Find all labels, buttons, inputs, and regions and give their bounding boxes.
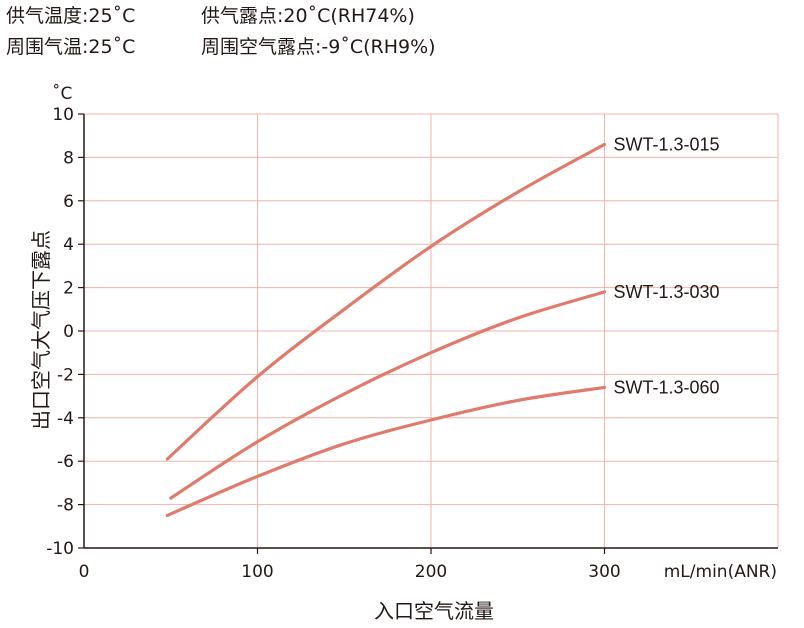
x-tick-label: 0 (79, 562, 90, 582)
y-tick-label: -8 (57, 496, 74, 516)
y-tick-label: 4 (63, 235, 74, 255)
y-tick-label: -10 (46, 539, 74, 559)
series-lines (165, 142, 607, 518)
grid-lines (84, 113, 779, 548)
y-tick-label: -6 (57, 452, 74, 472)
conditions-row-2: 周围气温:25˚C 周围空气露点:-9˚C(RH9%) (6, 36, 436, 58)
x-tick-label: 300 (588, 562, 620, 582)
conditions-row-1: 供气温度:25˚C 供气露点:20˚C(RH74%) (6, 5, 415, 27)
x-tick-label: 100 (241, 562, 273, 582)
y-tick-labels: 10 8 6 4 2 0 -2 -4 -6 -8 -10 (46, 105, 74, 559)
series-label-3: SWT-1.3-060 (614, 377, 720, 397)
y-tick-label: 10 (52, 105, 74, 125)
series-labels: SWT-1.3-015 SWT-1.3-030 SWT-1.3-060 (614, 134, 720, 397)
y-tick-label: -4 (57, 409, 74, 429)
series-line-1 (165, 142, 607, 461)
y-tick-label: 2 (63, 279, 74, 299)
series-label-1: SWT-1.3-015 (614, 134, 720, 154)
ambient-dew-point: 周围空气露点:-9˚C(RH9%) (201, 36, 436, 58)
x-unit-label: mL/min(ANR) (664, 562, 777, 582)
series-line-2 (169, 290, 607, 500)
y-tick-label: -2 (57, 365, 74, 385)
x-tick-labels: 0 100 200 300 (79, 562, 621, 582)
y-tick-label: 8 (63, 148, 74, 168)
axes (78, 113, 778, 554)
supply-air-temperature: 供气温度:25˚C (6, 5, 136, 27)
series-line-3 (165, 385, 607, 518)
y-tick-label: 6 (63, 192, 74, 212)
y-unit-label: ˚C (52, 83, 72, 104)
x-axis-title: 入口空气流量 (374, 599, 494, 623)
ambient-temperature: 周围气温:25˚C (6, 36, 136, 58)
y-axis-title: 出口空气大气压下露点 (29, 230, 53, 430)
y-tick-label: 0 (63, 322, 74, 342)
series-label-2: SWT-1.3-030 (614, 282, 720, 302)
supply-air-dew-point: 供气露点:20˚C(RH74%) (201, 5, 415, 27)
x-tick-label: 200 (415, 562, 447, 582)
